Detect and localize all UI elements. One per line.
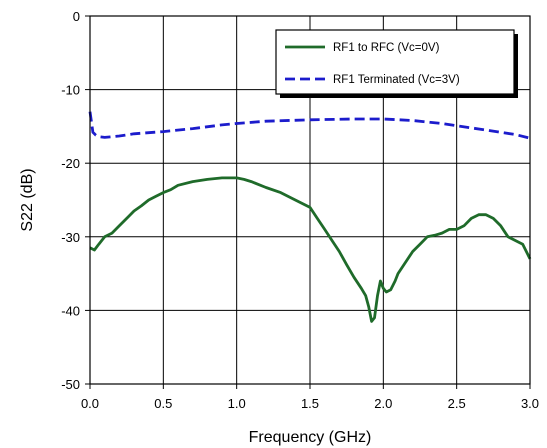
y-tick-label: -50 <box>61 377 80 392</box>
y-tick-label: -30 <box>61 230 80 245</box>
x-tick-label: 3.0 <box>521 396 539 411</box>
legend-box <box>275 29 515 95</box>
x-tick-label: 1.0 <box>228 396 246 411</box>
series-line-rf1-terminated <box>88 111 531 140</box>
x-tick-label: 1.5 <box>301 396 319 411</box>
x-axis-label: Frequency (GHz) <box>249 429 372 446</box>
y-tick-label: -20 <box>61 156 80 171</box>
y-tick-label: -40 <box>61 303 80 318</box>
x-tick-label: 0.5 <box>154 396 172 411</box>
legend-label-rf1-to-rfc: RF1 to RFC (Vc=0V) <box>333 42 440 54</box>
legend-label-rf1-terminated: RF1 Terminated (Vc=3V) <box>333 74 460 86</box>
ticks <box>85 15 531 389</box>
plot-frame <box>89 15 531 385</box>
y-axis-label: S22 (dB) <box>19 168 36 231</box>
x-tick-label: 0.0 <box>81 396 99 411</box>
legend: RF1 to RFC (Vc=0V) RF1 Terminated (Vc=3V… <box>275 29 518 98</box>
y-tick-label: 0 <box>73 9 80 24</box>
series-line-rf1-to-rfc <box>89 176 532 323</box>
x-tick-label: 2.5 <box>448 396 466 411</box>
series-lines <box>88 111 532 323</box>
y-tick-labels: 0 -10 -20 -30 -40 -50 <box>61 9 80 392</box>
x-tick-label: 2.0 <box>374 396 392 411</box>
x-tick-labels: 0.0 0.5 1.0 1.5 2.0 2.5 3.0 <box>81 396 539 411</box>
y-tick-label: -10 <box>61 83 80 98</box>
